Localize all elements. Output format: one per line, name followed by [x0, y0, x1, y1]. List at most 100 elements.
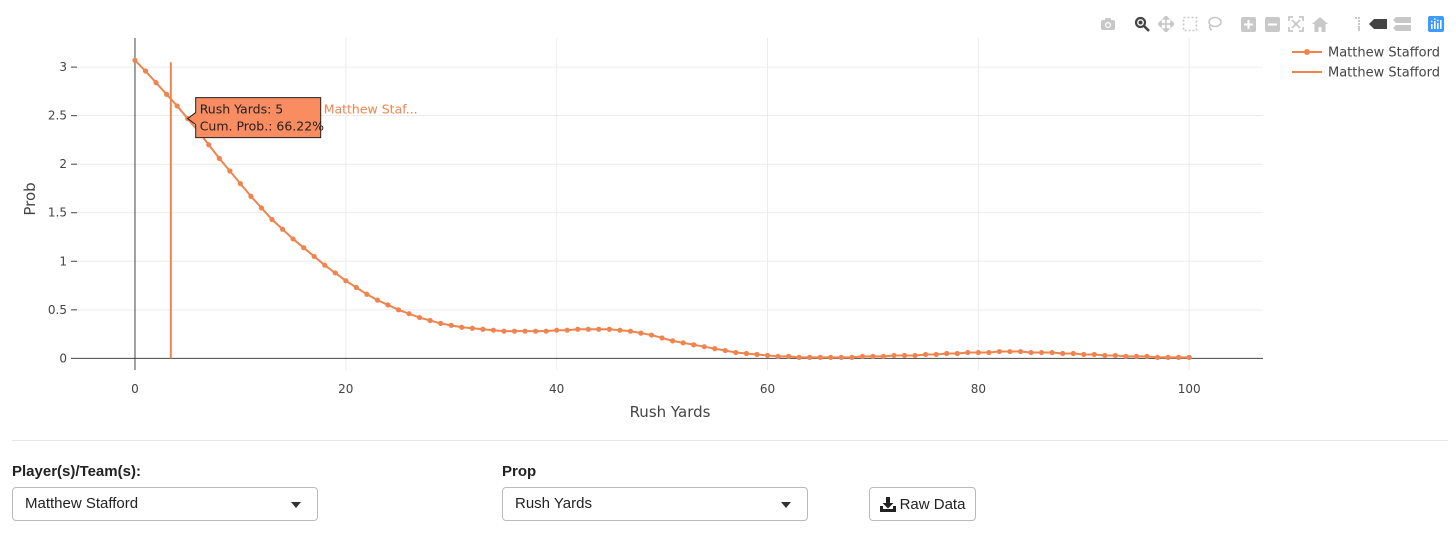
data-point[interactable] — [343, 278, 349, 284]
data-point[interactable] — [364, 291, 370, 297]
data-point[interactable] — [406, 311, 412, 317]
data-point[interactable] — [1060, 350, 1066, 357]
data-point[interactable] — [564, 327, 570, 333]
data-point[interactable] — [912, 352, 918, 359]
data-point[interactable] — [522, 328, 528, 334]
data-point[interactable] — [1102, 352, 1108, 359]
player-select[interactable]: Matthew Stafford — [12, 487, 318, 521]
data-point[interactable] — [1165, 354, 1171, 360]
data-point[interactable] — [311, 253, 317, 260]
data-point[interactable] — [301, 245, 307, 251]
data-point[interactable] — [385, 302, 391, 308]
data-point[interactable] — [617, 327, 623, 333]
zoom-in-icon[interactable] — [1238, 14, 1258, 34]
data-point[interactable] — [828, 354, 834, 360]
data-point[interactable] — [258, 205, 265, 211]
data-point[interactable] — [775, 353, 781, 360]
data-point[interactable] — [638, 330, 644, 336]
data-point[interactable] — [670, 338, 676, 344]
data-point[interactable] — [227, 168, 233, 174]
data-point[interactable] — [1070, 350, 1076, 357]
data-point[interactable] — [606, 326, 612, 332]
data-point[interactable] — [986, 349, 992, 356]
data-point[interactable] — [269, 216, 275, 223]
data-point[interactable] — [374, 297, 381, 303]
data-point[interactable] — [248, 193, 254, 199]
data-point[interactable] — [627, 328, 634, 334]
data-point[interactable] — [1081, 351, 1087, 358]
plotly-logo-icon[interactable] — [1426, 14, 1446, 34]
data-point[interactable] — [438, 320, 444, 327]
data-point[interactable] — [237, 181, 244, 187]
hover-closest-icon[interactable] — [1368, 14, 1388, 34]
data-point[interactable] — [322, 262, 328, 268]
pan-icon[interactable] — [1156, 14, 1176, 34]
data-point[interactable] — [965, 349, 971, 356]
data-point[interactable] — [427, 317, 433, 324]
data-point[interactable] — [142, 68, 149, 74]
data-point[interactable] — [490, 327, 497, 333]
data-point[interactable] — [1133, 353, 1140, 360]
legend-label[interactable]: Matthew Stafford — [1328, 66, 1440, 81]
data-point[interactable] — [975, 349, 981, 356]
data-point[interactable] — [722, 347, 728, 354]
data-point[interactable] — [659, 335, 665, 341]
legend[interactable]: Matthew Stafford Matthew Stafford — [1292, 46, 1440, 81]
spike-lines-icon[interactable] — [1344, 14, 1364, 34]
lasso-icon[interactable] — [1204, 14, 1224, 34]
data-point[interactable] — [501, 328, 507, 334]
data-point[interactable] — [575, 326, 581, 332]
data-point[interactable] — [332, 270, 338, 276]
legend-swatch-marker[interactable] — [1304, 49, 1310, 55]
data-point[interactable] — [712, 346, 718, 352]
data-point[interactable] — [469, 325, 475, 331]
prop-select[interactable]: Rush Yards — [502, 487, 808, 521]
data-point[interactable] — [1039, 349, 1045, 356]
data-point[interactable] — [733, 349, 739, 356]
data-point[interactable] — [944, 350, 950, 357]
data-point[interactable] — [764, 352, 771, 359]
data-point[interactable] — [691, 342, 697, 348]
data-point[interactable] — [290, 236, 296, 242]
data-point[interactable] — [933, 351, 939, 358]
data-point[interactable] — [891, 352, 897, 359]
data-point[interactable] — [395, 307, 402, 313]
data-point[interactable] — [132, 57, 138, 63]
data-point[interactable] — [596, 326, 602, 332]
raw-data-button[interactable]: Raw Data — [869, 487, 976, 521]
data-point[interactable] — [901, 352, 908, 359]
data-point[interactable] — [796, 354, 802, 360]
data-point[interactable] — [648, 332, 655, 338]
data-point[interactable] — [216, 155, 222, 161]
data-point[interactable] — [849, 354, 855, 360]
data-point[interactable] — [1007, 348, 1013, 355]
data-point[interactable] — [174, 103, 180, 109]
data-point[interactable] — [448, 322, 454, 328]
data-point[interactable] — [1017, 348, 1024, 355]
data-point[interactable] — [1112, 352, 1119, 359]
data-point[interactable] — [743, 350, 750, 357]
legend-label[interactable]: Matthew Stafford — [1328, 46, 1440, 61]
box-select-icon[interactable] — [1180, 14, 1200, 34]
data-point[interactable] — [1049, 349, 1055, 356]
data-point[interactable] — [786, 353, 792, 360]
data-point[interactable] — [754, 351, 760, 358]
home-icon[interactable] — [1310, 14, 1330, 34]
data-point[interactable] — [923, 351, 929, 358]
data-point[interactable] — [511, 328, 518, 334]
data-point[interactable] — [532, 328, 539, 334]
data-point[interactable] — [880, 353, 887, 360]
data-point[interactable] — [1123, 353, 1129, 360]
data-point[interactable] — [417, 314, 423, 321]
data-point[interactable] — [954, 350, 960, 357]
data-point[interactable] — [817, 354, 823, 360]
data-point[interactable] — [153, 80, 159, 86]
data-point[interactable] — [807, 354, 813, 360]
data-point[interactable] — [838, 354, 844, 360]
data-point[interactable] — [1186, 354, 1192, 360]
autoscale-icon[interactable] — [1286, 14, 1306, 34]
data-point[interactable] — [353, 284, 359, 291]
data-point[interactable] — [206, 142, 212, 148]
data-point[interactable] — [480, 326, 486, 332]
data-point[interactable] — [701, 344, 707, 350]
